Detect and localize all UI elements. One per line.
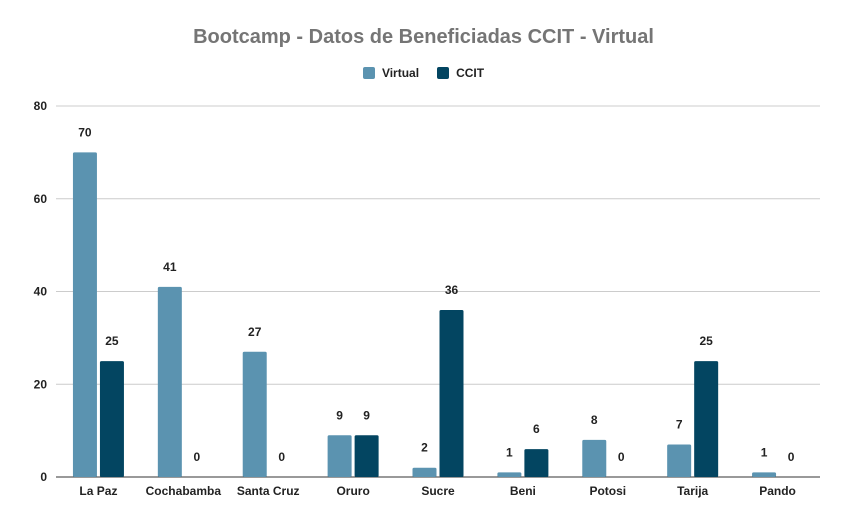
data-label-ccit: 0 [278,450,285,464]
data-label-ccit: 36 [445,283,459,297]
data-label-virtual: 70 [78,125,92,139]
data-label-virtual: 8 [591,413,598,427]
y-tick-label: 40 [34,285,48,299]
bar-virtual [752,472,777,477]
bar-ccit [694,361,719,477]
x-tick-label: Beni [510,484,536,498]
x-tick-label: Cochabamba [146,484,222,498]
data-label-ccit: 9 [363,408,370,422]
bar-virtual [157,286,182,477]
legend-label-ccit: CCIT [456,66,485,80]
bar-virtual [412,467,437,477]
data-label-ccit: 0 [618,450,625,464]
bar-virtual [242,351,267,477]
data-label-virtual: 9 [336,408,343,422]
data-label-virtual: 27 [248,325,262,339]
data-label-virtual: 1 [506,445,513,459]
x-tick-label: La Paz [79,484,117,498]
data-label-virtual: 7 [676,418,683,432]
y-tick-label: 0 [40,470,47,484]
y-tick-label: 60 [34,192,48,206]
x-tick-label: Sucre [421,484,455,498]
data-label-virtual: 1 [761,445,768,459]
legend-item-ccit: CCIT [437,66,484,80]
bar-ccit [524,449,549,477]
x-tick-label: Potosi [589,484,626,498]
bar-virtual [582,439,607,477]
data-label-ccit: 25 [699,334,713,348]
y-tick-label: 80 [34,99,48,113]
bar-virtual [327,435,352,477]
data-label-ccit: 25 [105,334,119,348]
x-tick-label: Oruro [336,484,369,498]
x-tick-label: Pando [759,484,796,498]
y-tick-label: 20 [34,377,48,391]
legend-swatch-ccit [437,67,450,79]
legend-swatch-virtual [362,67,375,79]
data-label-ccit: 0 [193,450,200,464]
legend: Virtual CCIT [0,66,847,80]
legend-item-virtual: Virtual [362,66,420,80]
x-tick-label: Santa Cruz [237,484,300,498]
chart-title: Bootcamp - Datos de Beneficiadas CCIT - … [193,26,654,48]
data-label-virtual: 41 [163,260,177,274]
data-label-ccit: 0 [788,450,795,464]
x-tick-label: Tarija [677,484,708,498]
data-label-virtual: 2 [421,441,428,455]
legend-label-virtual: Virtual [381,66,420,80]
data-label-ccit: 6 [533,422,540,436]
bar-virtual [72,152,97,477]
bar-ccit [439,310,464,477]
bar-ccit [99,361,124,477]
bar-virtual [667,444,692,477]
bar-ccit [354,435,379,477]
bar-virtual [497,472,522,477]
